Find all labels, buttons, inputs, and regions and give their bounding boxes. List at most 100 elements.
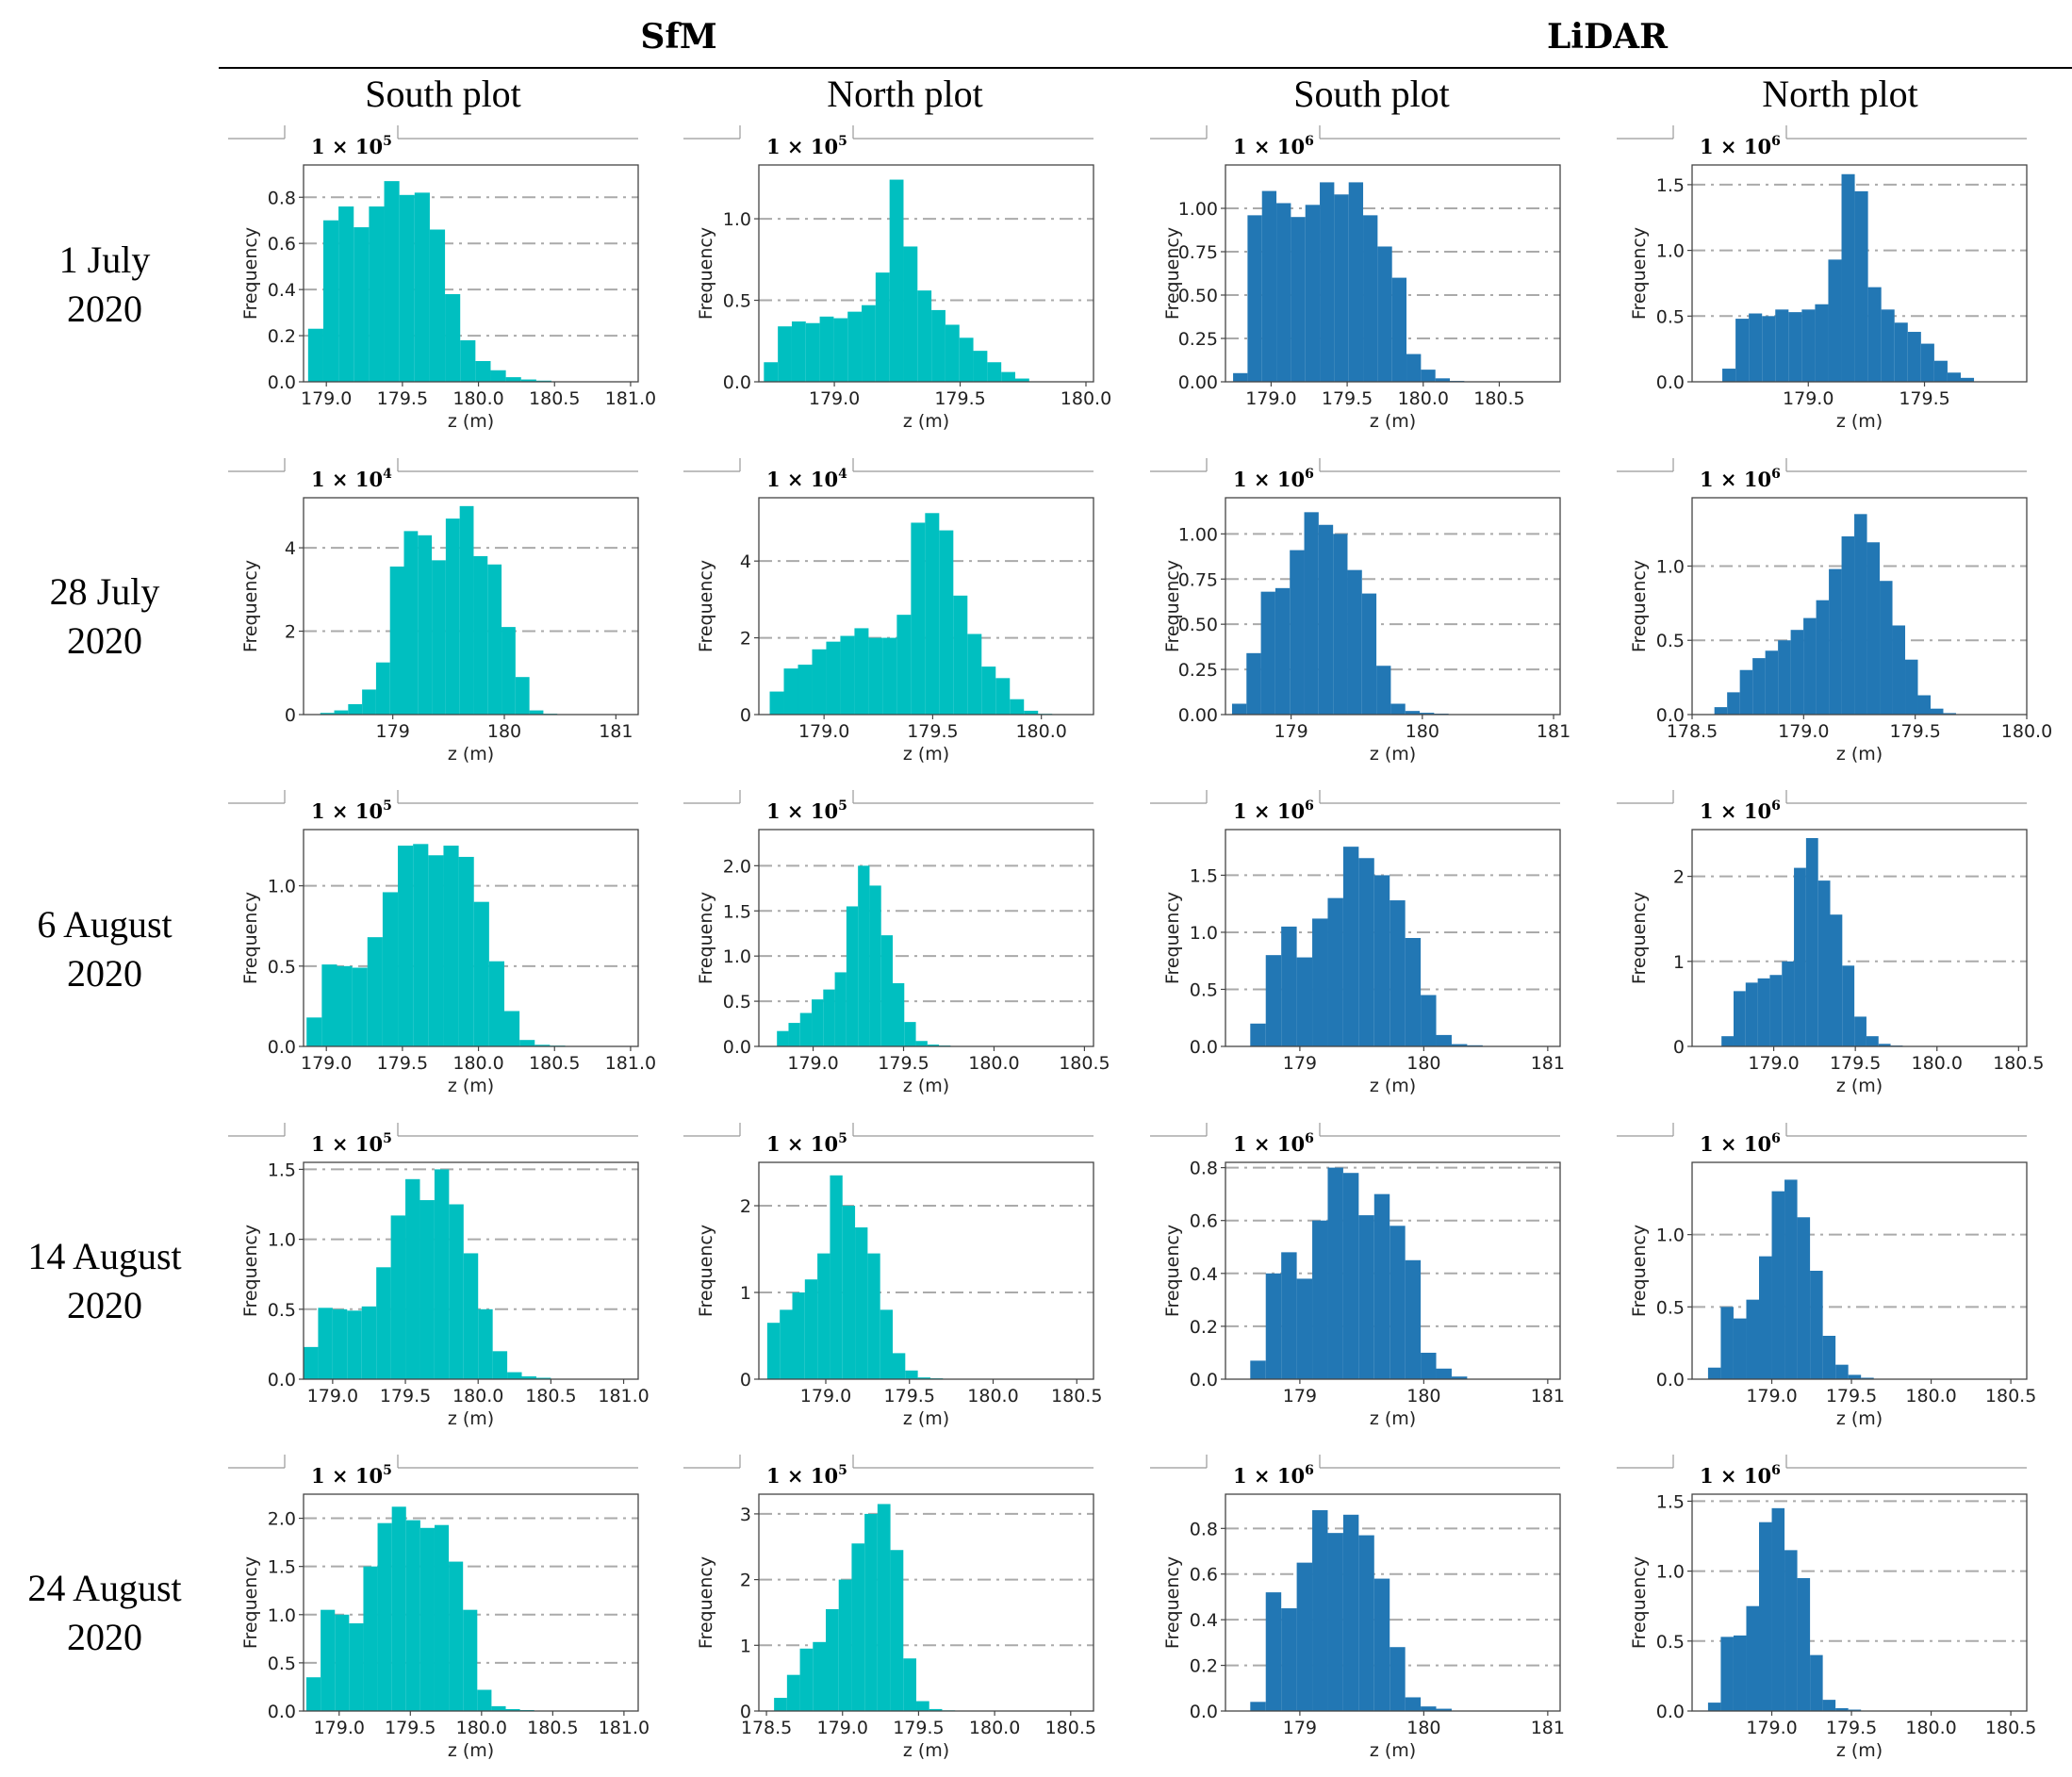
histogram-bar [1881, 309, 1895, 382]
y-tick-label: 2 [285, 622, 296, 643]
histogram-bar [502, 627, 516, 715]
histogram-bar [1358, 1535, 1374, 1711]
histogram-bar [925, 513, 940, 715]
histogram-bar [973, 351, 988, 382]
histogram-bar [1327, 1167, 1343, 1379]
histogram-bar [1334, 194, 1349, 382]
histogram-bar [488, 961, 504, 1046]
histogram-bar [1265, 1273, 1282, 1379]
histogram-bar [1905, 659, 1918, 715]
histogram-svg: 1 × 106 179.0 179.5 180.0 180.5 0.0 0.5 1.0 1.5 z… [1617, 1455, 2036, 1761]
y-axis-label: Frequency [240, 892, 261, 984]
histogram-bar [1250, 1023, 1266, 1046]
x-tick-label: 181.0 [599, 1718, 650, 1738]
x-tick-label: 179.0 [798, 721, 849, 742]
histogram-bar [786, 1674, 800, 1711]
x-tick-label: 180.0 [452, 1386, 503, 1407]
y-axis-label: Frequency [1629, 1225, 1650, 1317]
histogram-bar [1390, 900, 1406, 1046]
x-tick-label: 181.0 [605, 388, 656, 409]
histogram-bar [321, 964, 337, 1046]
histogram-bar [332, 1308, 348, 1379]
histogram-bar [1361, 593, 1377, 715]
column-title-sfm-north: North plot [827, 73, 983, 115]
y-axis-label: Frequency [240, 1225, 261, 1317]
histogram-bar [1775, 309, 1789, 382]
y-axis-label: Frequency [240, 560, 261, 652]
histogram-bar [1451, 1044, 1468, 1046]
scale-factor-label: 1 × 106 [1233, 1131, 1314, 1156]
y-tick-label: 0.00 [1178, 372, 1218, 393]
y-tick-label: 0 [285, 705, 296, 726]
histogram-bar [854, 628, 869, 715]
y-tick-label: 1.0 [268, 1230, 296, 1251]
histogram-bar [1707, 1703, 1721, 1711]
histogram-bar [1405, 711, 1421, 715]
x-tick-label: 180.5 [1473, 388, 1524, 409]
y-tick-label: 1.5 [268, 1557, 296, 1578]
histogram-bar [1318, 524, 1334, 715]
histogram-bar [812, 649, 827, 715]
y-tick-label: 0.2 [1190, 1317, 1218, 1338]
histogram-bar [819, 316, 834, 382]
y-tick-label: 0 [740, 1370, 751, 1390]
scale-factor-label: 1 × 105 [766, 798, 847, 823]
histogram-bar [1733, 1635, 1747, 1711]
y-tick-label: 0.6 [1190, 1565, 1218, 1586]
y-tick-label: 3 [740, 1505, 751, 1525]
x-tick-label: 180.5 [1985, 1386, 2036, 1407]
plot-frame [1225, 1493, 1561, 1712]
histogram-bar [1733, 991, 1746, 1046]
histogram-bar [833, 318, 848, 382]
histogram-bar [505, 377, 521, 382]
x-tick-label: 181.0 [605, 1053, 656, 1074]
histogram-bar [877, 1504, 891, 1711]
x-tick-label: 178.5 [741, 1718, 792, 1738]
histogram-bar [445, 294, 461, 382]
histogram-bar [1296, 957, 1313, 1046]
histogram-panel: 1 × 104 179 180 181 0 2 4 z (m) Frequency [228, 451, 657, 775]
x-axis-label: z (m) [903, 1076, 949, 1096]
x-tick-label: 180.0 [968, 1053, 1019, 1074]
y-tick-label: 0.5 [1656, 306, 1685, 327]
histogram-bar [867, 1253, 880, 1379]
histogram-bar [1745, 982, 1758, 1046]
histogram-bar [337, 965, 353, 1046]
histogram-bar [1377, 246, 1392, 382]
x-tick-label: 180 [1406, 1053, 1440, 1074]
histogram-bar [823, 989, 835, 1046]
y-tick-label: 0.5 [268, 1654, 296, 1674]
scale-factor-label: 1 × 106 [1233, 467, 1314, 491]
histogram-bar [1010, 699, 1025, 715]
histogram-bar [1757, 978, 1770, 1046]
x-tick-label: 179.0 [800, 1386, 851, 1407]
histogram-bar [515, 677, 530, 715]
histogram-svg: 1 × 106 179.0 179.5 180.0 180.5 0.0 0.5 1.0 z (m… [1617, 1123, 2036, 1429]
histogram-bar [1348, 182, 1364, 382]
histogram-bar [1784, 1550, 1798, 1711]
scale-factor-label: 1 × 104 [311, 467, 392, 491]
histogram-bar [529, 710, 544, 715]
histogram-bar [1296, 1278, 1313, 1379]
y-axis-label: Frequency [1162, 227, 1183, 320]
histogram-bar [389, 566, 404, 715]
x-axis-label: z (m) [1370, 1740, 1416, 1761]
y-tick-label: 1.0 [1190, 923, 1218, 944]
x-axis-label: z (m) [448, 1408, 494, 1429]
histogram-bar [449, 1204, 464, 1379]
histogram-bar [855, 1227, 868, 1379]
histogram-bar [1261, 190, 1277, 382]
histogram-bar [1867, 287, 1882, 382]
y-tick-label: 0 [1673, 1037, 1685, 1058]
x-tick-label: 179.5 [934, 388, 985, 409]
histogram-bar [804, 1279, 818, 1379]
histogram-bar [1327, 897, 1343, 1046]
histogram-bar [507, 1372, 522, 1379]
header-rule [219, 67, 2072, 69]
histogram-bar [1304, 512, 1319, 715]
histogram-bar [463, 1253, 479, 1379]
histogram-svg: 1 × 104 179 180 181 0 2 4 z (m) Frequency [228, 458, 639, 765]
histogram-bar [1312, 1509, 1328, 1711]
histogram-bar [1830, 914, 1843, 1046]
